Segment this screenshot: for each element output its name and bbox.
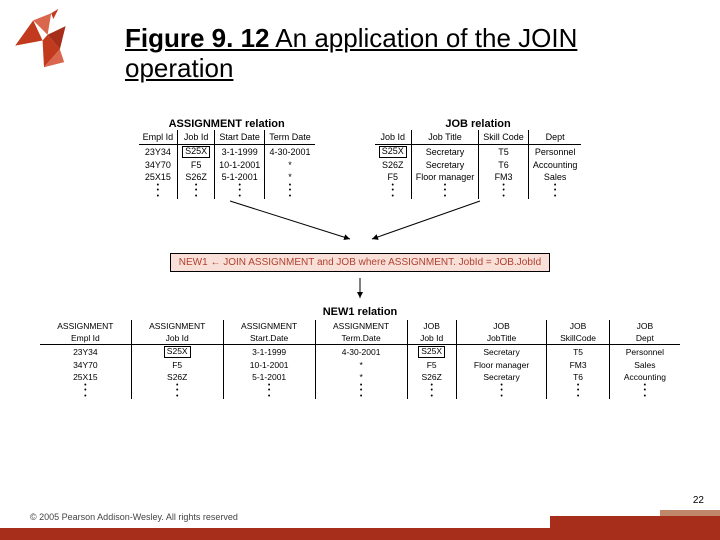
copyright-text: © 2005 Pearson Addison-Wesley. All right… bbox=[30, 512, 238, 522]
job-table: Job IdJob TitleSkill CodeDeptS25XSecreta… bbox=[375, 130, 582, 199]
new1-title: NEW1 relation bbox=[30, 306, 690, 318]
assignment-title: ASSIGNMENT relation bbox=[139, 118, 315, 130]
join-diagram: ASSIGNMENT relation Empl IdJob IdStart D… bbox=[30, 118, 690, 399]
arrows-top bbox=[110, 199, 610, 245]
assignment-table: Empl IdJob IdStart DateTerm Date23Y34S25… bbox=[139, 130, 315, 199]
footer-bar bbox=[0, 528, 720, 540]
new1-relation: ASSIGNMENTASSIGNMENTASSIGNMENTASSIGNMENT… bbox=[30, 320, 690, 399]
footer-accent bbox=[550, 516, 720, 528]
join-formula: NEW1 ← JOIN ASSIGNMENT and JOB where ASS… bbox=[170, 253, 550, 272]
figure-number: Figure 9. 12 bbox=[125, 23, 270, 53]
arrow-bottom bbox=[340, 276, 380, 304]
job-title: JOB relation bbox=[375, 118, 582, 130]
slide-number: 22 bbox=[693, 495, 704, 506]
assignment-relation: ASSIGNMENT relation Empl IdJob IdStart D… bbox=[139, 118, 315, 199]
job-relation: JOB relation Job IdJob TitleSkill CodeDe… bbox=[375, 118, 582, 199]
origami-logo bbox=[8, 6, 80, 78]
new1-table: ASSIGNMENTASSIGNMENTASSIGNMENTASSIGNMENT… bbox=[40, 320, 680, 399]
figure-title: Figure 9. 12 An application of the JOIN … bbox=[125, 24, 685, 84]
